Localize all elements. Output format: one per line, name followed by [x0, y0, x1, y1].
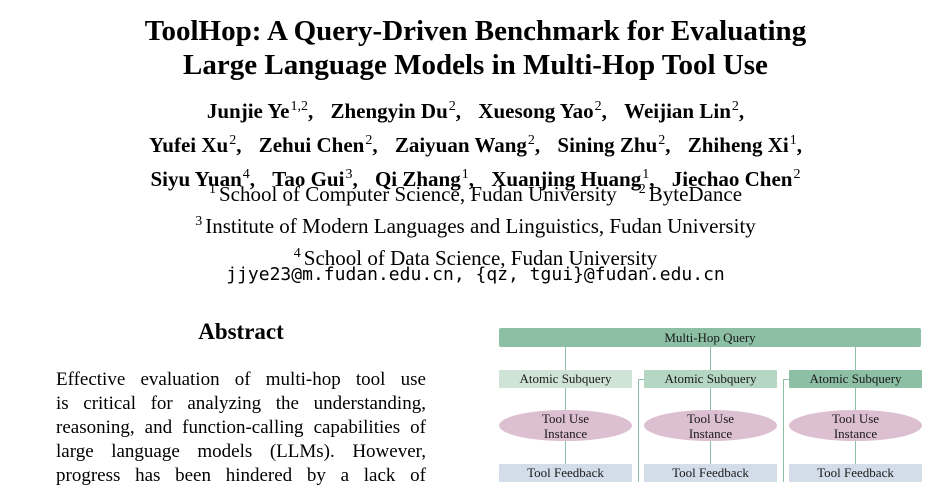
author: Zhengyin Du2, — [330, 99, 462, 123]
abstract-word: progress — [56, 465, 121, 486]
author: Xuesong Yao2, — [478, 99, 607, 123]
abstract-word: language — [111, 441, 180, 462]
connector-line — [855, 388, 856, 410]
abstract-word: of — [410, 465, 426, 486]
abstract-word: analyzing — [187, 393, 262, 414]
abstract-word: large — [56, 441, 94, 462]
abstract-body: Effective evaluation of multi-hop tool use is c… — [56, 368, 426, 488]
tool-use-instance-ellipse: Tool Use Instance — [789, 410, 922, 441]
abstract-word: by — [306, 465, 326, 486]
abstract-line: progress has been hindered by a lack of — [56, 464, 426, 488]
abstract-line: reasoning, and function-calling capabilitie… — [56, 416, 426, 440]
abstract-word: of — [410, 417, 426, 438]
connector-line — [565, 441, 566, 464]
author-row-2: Yufei Xu2, Zehui Chen2, Zaiyuan Wang2, S… — [0, 126, 951, 160]
abstract-word: has — [135, 465, 161, 486]
author: Junjie Ye1,2, — [206, 99, 314, 123]
connector-line — [855, 347, 856, 370]
abstract-word: models — [197, 441, 253, 462]
contact-email[interactable]: jjye23@m.fudan.edu.cn, {qz, tgui}@fudan.… — [226, 264, 725, 285]
multi-hop-query-bar: Multi-Hop Query — [499, 328, 921, 347]
connector-line — [565, 347, 566, 370]
connector-line — [565, 388, 566, 410]
abstract-word: evaluation — [140, 369, 220, 390]
connector-line — [710, 347, 711, 370]
abstract-word: (LLMs). — [269, 441, 335, 462]
connector-line — [710, 388, 711, 410]
abstract-word: a — [340, 465, 350, 486]
abstract-word: multi-hop — [265, 369, 341, 390]
abstract-word: been — [175, 465, 211, 486]
atomic-subquery-box: Atomic Subquery — [789, 370, 922, 388]
author: Zhiheng Xi1, — [687, 133, 802, 157]
affiliations: 1 School of Computer Science, Fudan Unive… — [0, 176, 951, 272]
abstract-word: hindered — [225, 465, 293, 486]
feedback-link-line — [638, 379, 644, 380]
abstract-word: tool — [355, 369, 386, 390]
paper-title: ToolHop: A Query-Driven Benchmark for Ev… — [0, 14, 951, 82]
abstract-word: lack — [363, 465, 396, 486]
affiliation-row: 3 Institute of Modern Languages and Lingu… — [195, 214, 756, 238]
paper-title-line-2: Large Language Models in Multi-Hop Tool … — [183, 49, 768, 81]
author: Sining Zhu2, — [557, 133, 671, 157]
tool-use-instance-ellipse: Tool Use Instance — [644, 410, 777, 441]
feedback-link-line — [783, 379, 789, 380]
abstract-word: for — [150, 393, 173, 414]
abstract-word: understanding, — [313, 393, 426, 414]
author: Zaiyuan Wang2, — [394, 133, 541, 157]
atomic-subquery-box: Atomic Subquery — [499, 370, 632, 388]
author: Xuanjing Huang1, — [491, 167, 655, 191]
abstract-word: of — [234, 369, 251, 390]
author: Yufei Xu2, — [149, 133, 242, 157]
connector-line — [855, 441, 856, 464]
tool-feedback-box: Tool Feedback — [644, 464, 777, 482]
affiliation-row: 1 School of Computer Science, Fudan Unive… — [208, 182, 743, 206]
author: Weijian Lin2, — [624, 99, 745, 123]
abstract-word: critical — [83, 393, 137, 414]
abstract-word: use — [400, 369, 426, 390]
abstract-word: However, — [352, 441, 426, 462]
abstract-word: and — [144, 417, 173, 438]
affiliation-text: Institute of Modern Languages and Lingui… — [205, 214, 756, 238]
tool-feedback-box: Tool Feedback — [789, 464, 922, 482]
affiliation-row: 4 School of Data Science, Fudan Universit… — [293, 246, 658, 270]
abstract-word: is — [56, 393, 69, 414]
tool-use-instance-ellipse: Tool Use Instance — [499, 410, 632, 441]
abstract-word: capabilities — [313, 417, 401, 438]
abstract-word: reasoning, — [56, 417, 135, 438]
abstract-line: large language models (LLMs). However, — [56, 440, 426, 464]
author-row-1: Junjie Ye1,2, Zhengyin Du2, Xuesong Yao2… — [0, 92, 951, 126]
tool-feedback-box: Tool Feedback — [499, 464, 632, 482]
author-row-3: Siyu Yuan4, Tao Gui3, Qi Zhang1, Xuanjin… — [0, 160, 951, 194]
affiliation-text: ByteDance — [648, 182, 743, 206]
author: Tao Gui3, — [272, 167, 358, 191]
abstract-heading: Abstract — [198, 319, 284, 344]
connector-line — [710, 441, 711, 464]
paper-title-line-1: ToolHop: A Query-Driven Benchmark for Ev… — [144, 15, 807, 47]
abstract-word: Effective — [56, 369, 126, 390]
author-list: Junjie Ye1,2, Zhengyin Du2, Xuesong Yao2… — [0, 92, 951, 194]
author: Zehui Chen2, — [258, 133, 378, 157]
affiliation-text: School of Data Science, Fudan University — [303, 246, 658, 270]
feedback-link-line — [638, 379, 639, 482]
abstract-line: is critical for analyzing the understanding, — [56, 392, 426, 416]
author: Qi Zhang1, — [374, 167, 474, 191]
atomic-subquery-box: Atomic Subquery — [644, 370, 777, 388]
abstract-word: the — [275, 393, 299, 414]
author: Siyu Yuan4, — [150, 167, 256, 191]
affiliation-text: School of Computer Science, Fudan Univer… — [218, 182, 617, 206]
abstract-word: function-calling — [182, 417, 304, 438]
overview-figure: Multi-Hop Query Atomic Subquery Tool Use… — [499, 326, 922, 482]
feedback-link-line — [783, 379, 784, 482]
author: Jiechao Chen2 — [671, 167, 801, 191]
abstract-line: Effective evaluation of multi-hop tool use — [56, 368, 426, 392]
